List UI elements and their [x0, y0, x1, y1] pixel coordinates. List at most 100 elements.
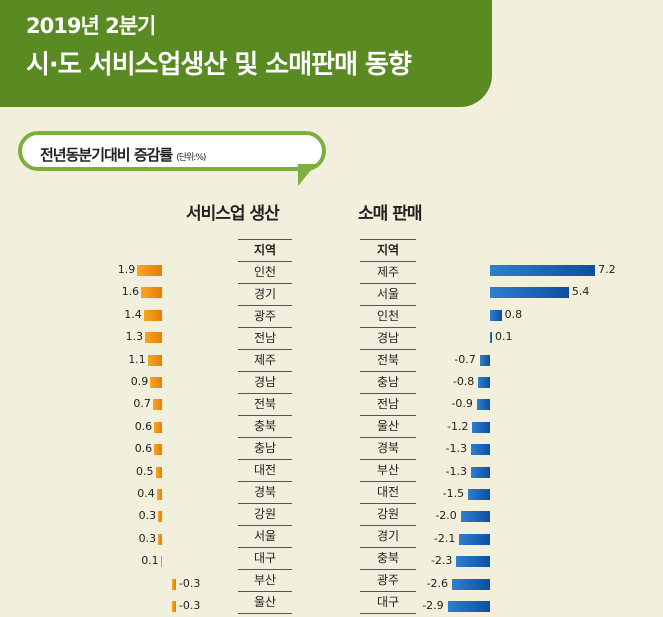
retail-bar	[472, 421, 490, 433]
service-bar	[155, 466, 162, 478]
service-bar	[172, 578, 176, 590]
service-bar	[145, 332, 162, 344]
region-cell: 충남	[360, 371, 416, 393]
region-cell: 서울	[238, 525, 292, 547]
retail-value-label: -1.2	[447, 419, 469, 433]
service-bar	[156, 489, 162, 500]
service-value-label: 0.4	[137, 487, 155, 500]
service-bar	[147, 354, 162, 366]
service-value-label: 0.3	[138, 531, 157, 545]
service-value-label: 0.7	[133, 397, 151, 411]
service-bar	[160, 556, 162, 568]
region-cell: 인천	[360, 305, 416, 327]
service-value-label: 1.9	[117, 263, 136, 276]
retail-value-label: 5.4	[571, 285, 590, 299]
region-cell: 경기	[360, 525, 416, 547]
header-banner: 2019년 2분기 시·도 서비스업생산 및 소매판매 동향	[0, 0, 492, 107]
retail-bar	[468, 489, 490, 500]
retail-value-label: 0.8	[504, 307, 523, 321]
region-cell: 경남	[360, 327, 416, 349]
region-cell: 광주	[238, 305, 292, 327]
region-cell: 충북	[238, 415, 292, 437]
retail-value-label: -0.7	[454, 352, 476, 366]
retail-bar	[447, 601, 490, 612]
service-bar	[172, 601, 176, 612]
retail-bar	[471, 444, 490, 456]
region-cell: 경기	[238, 283, 292, 305]
region-cell: 울산	[360, 415, 416, 437]
region-cell: 전북	[238, 393, 292, 415]
region-cell: 경남	[238, 371, 292, 393]
service-value-label: 1.4	[124, 307, 142, 321]
service-bar	[152, 399, 162, 411]
retail-bar	[490, 287, 569, 299]
column-header: 지역	[238, 239, 292, 261]
region-cell: 부산	[360, 459, 416, 481]
retail-value-label: 0.1	[495, 330, 513, 344]
retail-bar	[460, 511, 490, 523]
service-bar	[141, 287, 162, 299]
retail-bar	[478, 377, 490, 388]
region-cell: 제주	[360, 261, 416, 283]
unit-label: (단위:%)	[176, 153, 206, 163]
region-cell: 전남	[360, 393, 416, 415]
service-value-label: 0.5	[136, 464, 154, 478]
region-cell: 충북	[360, 547, 416, 569]
service-bar	[143, 309, 162, 321]
service-title: 서비스업 생산	[186, 204, 280, 224]
retail-bar	[490, 309, 502, 321]
retail-title: 소매 판매	[358, 204, 422, 224]
region-cell: 대구	[238, 547, 292, 569]
title-period: 2019년 2분기	[26, 14, 156, 38]
retail-bar	[452, 578, 490, 590]
retail-region-column: 지역 제주 서울 인천 경남 전북 충남 전남 울산 경북 부산 대전 강원 경기 충북 광주 대구	[360, 239, 416, 614]
retail-bar	[459, 533, 490, 545]
retail-value-label: -1.3	[445, 464, 468, 478]
retail-bar	[456, 556, 490, 568]
bubble-text: 전년동분기대비 증감률	[40, 146, 173, 164]
service-bar	[154, 444, 162, 456]
service-value-label: 0.9	[130, 375, 149, 388]
region-cell: 충남	[238, 437, 292, 459]
service-value-label: 0.1	[141, 554, 159, 568]
retail-value-label: -1.5	[442, 487, 465, 500]
speech-bubble: 전년동분기대비 증감률 (단위:%)	[18, 131, 326, 171]
service-value-label: 0.6	[134, 442, 153, 456]
retail-bar	[479, 354, 490, 366]
service-region-column: 지역 인천 경기 광주 전남 제주 경남 전북 충북 충남 대전 경북 강원 서울 대구 부산 울산	[238, 239, 292, 614]
service-value-label: 1.1	[128, 352, 146, 366]
service-bar	[158, 533, 162, 545]
retail-value-label: -0.9	[451, 397, 473, 411]
page-title: 시·도 서비스업생산 및 소매판매 동향	[26, 50, 412, 80]
region-cell: 울산	[238, 591, 292, 614]
region-cell: 서울	[360, 283, 416, 305]
retail-value-label: -2.9	[422, 599, 444, 612]
service-bar	[158, 511, 162, 523]
service-value-label: 1.3	[125, 330, 144, 344]
retail-value-label: 7.2	[598, 263, 616, 276]
service-value-label: 0.6	[134, 419, 153, 433]
retail-value-label: -1.3	[445, 442, 468, 456]
region-cell: 광주	[360, 569, 416, 591]
service-bar	[154, 421, 162, 433]
service-value-label: 1.6	[121, 285, 140, 299]
region-cell: 경북	[360, 437, 416, 459]
retail-value-label: -2.6	[426, 576, 449, 590]
retail-value-label: -2.0	[435, 509, 457, 523]
retail-bar	[490, 332, 492, 344]
region-cell: 대구	[360, 591, 416, 614]
region-cell: 제주	[238, 349, 292, 371]
retail-value-label: -0.8	[452, 375, 475, 388]
region-cell: 대전	[360, 481, 416, 503]
region-cell: 부산	[238, 569, 292, 591]
region-cell: 강원	[360, 503, 416, 525]
column-header: 지역	[360, 239, 416, 261]
retail-bar	[490, 265, 596, 276]
region-cell: 대전	[238, 459, 292, 481]
region-cell: 전남	[238, 327, 292, 349]
region-cell: 전북	[360, 349, 416, 371]
retail-value-label: -2.3	[430, 554, 453, 568]
service-bar	[150, 377, 162, 388]
service-value-label: -0.3	[178, 599, 201, 612]
region-cell: 인천	[238, 261, 292, 283]
